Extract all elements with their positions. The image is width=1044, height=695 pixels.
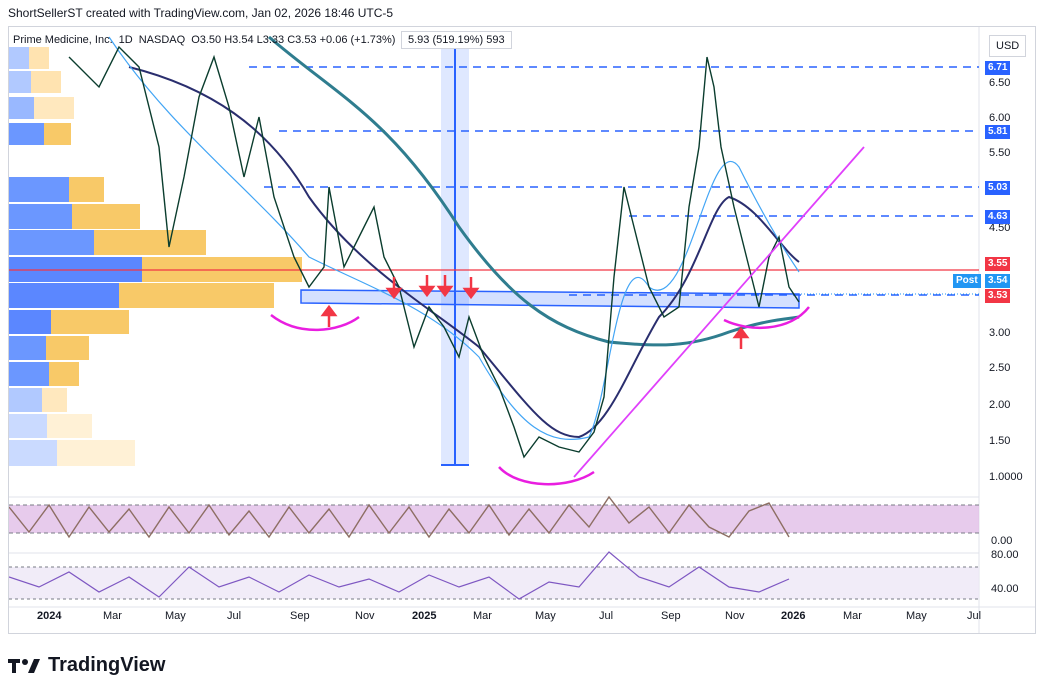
time-label: Mar: [103, 610, 122, 622]
axis-label: 6.50: [989, 77, 1011, 89]
time-label: Jul: [967, 610, 982, 622]
axis-label: 6.00: [989, 112, 1011, 124]
axis-label: 5.50: [989, 147, 1011, 159]
time-axis[interactable]: 2024 Mar May Jul Sep Nov 2025 Mar May Ju…: [9, 610, 982, 630]
measure-label: 5.93 (519.19%) 593: [401, 31, 512, 49]
footer-brand-text: TradingView: [48, 654, 166, 676]
time-label: Mar: [473, 610, 492, 622]
chart-attribution: ShortSellerST created with TradingView.c…: [8, 6, 394, 20]
price-tag: 3.54: [985, 274, 1011, 288]
arrow-markers: [320, 275, 750, 349]
time-label: Jul: [599, 610, 614, 622]
horizontal-levels[interactable]: [249, 66, 979, 296]
time-label: Sep: [661, 610, 681, 622]
footer-brand: TradingView: [8, 654, 165, 677]
time-label: Mar: [843, 610, 862, 622]
trend-line[interactable]: [573, 146, 865, 478]
ma-mid: [128, 66, 800, 439]
oscillator-1-line: [9, 495, 790, 539]
time-label: May: [165, 610, 186, 622]
oscillator-2-line: [9, 551, 790, 600]
time-label: Sep: [290, 610, 310, 622]
time-label: 2024: [37, 610, 62, 622]
axis-label: 1.50: [989, 435, 1011, 447]
ma-short: [108, 36, 800, 441]
annotations: [270, 306, 810, 486]
currency-label[interactable]: USD: [989, 35, 1027, 57]
time-label: 2025: [412, 610, 437, 622]
symbol-interval: 1D: [118, 34, 133, 46]
tradingview-logo-icon: [8, 658, 40, 673]
price-tag: 5.81: [985, 125, 1011, 139]
price-tag: 3.53: [985, 289, 1011, 303]
axis-label: 2.50: [989, 362, 1011, 374]
price-tag: 3.55: [985, 257, 1011, 271]
oscillator-2-band: [9, 567, 979, 599]
axis-label: 1.0000: [989, 471, 1023, 483]
time-label: May: [535, 610, 556, 622]
time-label: Jul: [227, 610, 242, 622]
symbol-name: Prime Medicine, Inc.: [13, 34, 113, 46]
time-label: 2026: [781, 610, 806, 622]
price-candles[interactable]: [68, 45, 800, 459]
price-axis[interactable]: 6.50 6.00 5.50 4.50 3.00 2.50 2.00 1.50 …: [979, 27, 1035, 497]
axis-label: 2.00: [989, 399, 1011, 411]
volume-profile: [9, 47, 302, 466]
time-label: Nov: [355, 610, 375, 622]
price-tag: 5.03: [985, 181, 1011, 195]
axis-label: 3.00: [989, 327, 1011, 339]
symbol-legend[interactable]: Prime Medicine, Inc. 1D NASDAQ O3.50 H3.…: [13, 34, 395, 46]
time-label: Nov: [725, 610, 745, 622]
ma-long: [268, 35, 800, 347]
price-chart[interactable]: [9, 27, 1035, 633]
osc2-axis-label: 80.00: [991, 549, 1019, 561]
osc1-axis-label: 0.00: [991, 535, 1013, 547]
post-label: Post: [953, 274, 981, 288]
price-tag: 4.63: [985, 210, 1011, 224]
symbol-exchange: NASDAQ: [138, 34, 186, 46]
symbol-ohlc: O3.50 H3.54 L3.33 C3.53 +0.06 (+1.73%): [191, 34, 396, 46]
osc2-axis-label: 40.00: [991, 583, 1019, 595]
chart-frame[interactable]: Prime Medicine, Inc. 1D NASDAQ O3.50 H3.…: [8, 26, 1036, 634]
time-label: May: [906, 610, 927, 622]
price-tag: 6.71: [985, 61, 1011, 75]
axis-label: 4.50: [989, 222, 1011, 234]
